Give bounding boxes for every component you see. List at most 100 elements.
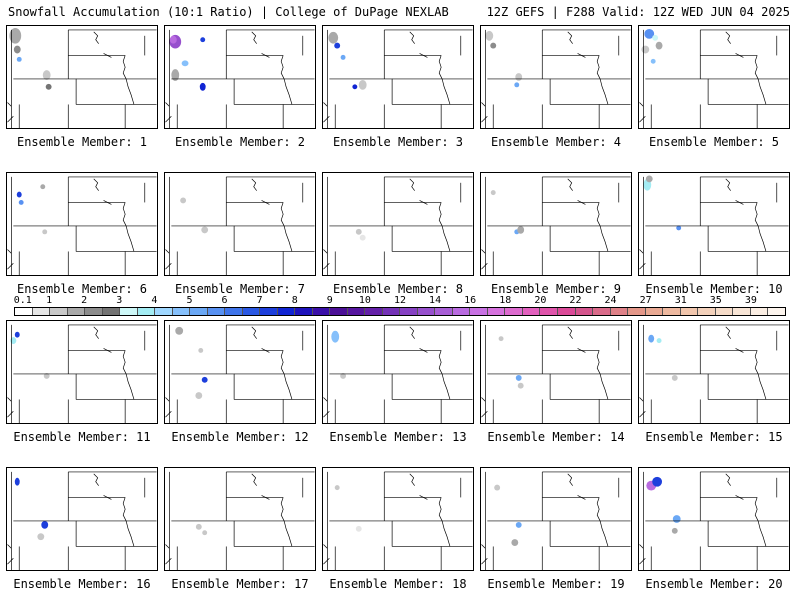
state-boundary [125, 78, 135, 105]
colorbar-swatch [557, 308, 576, 315]
base-map [7, 324, 157, 423]
ensemble-map-panel [480, 320, 632, 424]
state-boundary [754, 497, 759, 522]
state-boundary [122, 350, 127, 375]
state-boundary [251, 473, 257, 486]
ensemble-map-panel [638, 25, 790, 129]
colorbar-tick-label: 7 [256, 295, 263, 306]
colorbar-swatch [15, 308, 33, 315]
base-map [165, 324, 315, 423]
state-boundary [639, 410, 646, 418]
snowfall-contour [195, 392, 203, 399]
ensemble-map-panel [480, 25, 632, 129]
state-boundary [419, 200, 428, 205]
state-boundary [639, 262, 646, 270]
snowfall-contour [490, 42, 497, 49]
state-boundary [567, 178, 573, 191]
base-map [323, 29, 473, 128]
snowfall-contour [672, 515, 681, 523]
state-boundary [596, 497, 601, 522]
state-boundary [577, 53, 586, 58]
colorbar-swatch [417, 308, 436, 315]
state-boundary [165, 102, 170, 107]
state-boundary [103, 200, 112, 205]
state-boundary [639, 544, 644, 549]
state-boundary [596, 202, 601, 227]
colorbar-swatch [172, 308, 191, 315]
state-boundary [577, 348, 586, 353]
snowfall-contour [650, 58, 656, 64]
snowfall-contour [10, 337, 17, 345]
snowfall-contour [201, 376, 208, 383]
snowfall-contour [652, 34, 659, 41]
colorbar-swatch [645, 308, 664, 315]
colorbar-swatch [628, 308, 646, 315]
state-boundary [323, 397, 328, 402]
state-boundary [261, 348, 270, 353]
snowfall-contour [517, 382, 524, 389]
base-map [481, 471, 631, 570]
state-boundary [409, 326, 415, 339]
colorbar-swatch [85, 308, 103, 315]
state-boundary [567, 31, 573, 44]
state-boundary [323, 544, 328, 549]
state-boundary [125, 373, 135, 400]
colorbar-swatch [102, 308, 121, 315]
colorbar-tick-label: 35 [709, 295, 722, 306]
state-boundary [251, 31, 257, 44]
snowfall-contour [485, 30, 494, 41]
colorbar-swatch [330, 308, 348, 315]
snowfall-contour [340, 54, 346, 60]
panel-label: Ensemble Member: 17 [171, 577, 309, 591]
state-boundary [283, 78, 293, 105]
panel-label: Ensemble Member: 3 [332, 135, 464, 149]
snowfall-contour [671, 527, 678, 534]
snowfall-contour [515, 73, 523, 81]
state-boundary [283, 225, 293, 252]
base-map [7, 176, 157, 275]
ensemble-map-panel [638, 320, 790, 424]
ensemble-map-panel [6, 172, 158, 276]
colorbar-swatch [715, 308, 734, 315]
colorbar-swatch [347, 308, 366, 315]
colorbar-swatch [452, 308, 471, 315]
state-boundary [645, 373, 709, 400]
state-boundary [481, 262, 488, 270]
state-boundary [438, 497, 443, 522]
ensemble-map-panel [322, 172, 474, 276]
snowfall-contour [641, 45, 650, 54]
state-boundary [645, 78, 709, 105]
model-run-info: 12Z GEFS | F288 Valid: 12Z WED JUN 04 20… [486, 5, 790, 19]
colorbar-swatch [155, 308, 173, 315]
ensemble-map-panel [322, 320, 474, 424]
colorbar-swatch [487, 308, 506, 315]
base-map [639, 28, 789, 128]
state-boundary [757, 373, 767, 400]
state-boundary [122, 202, 127, 227]
state-boundary [481, 397, 486, 402]
state-boundary [251, 326, 257, 339]
colorbar-swatch [768, 308, 785, 315]
colorbar-tick-label: 6 [221, 295, 228, 306]
state-boundary [283, 520, 293, 547]
snowfall-contour [359, 234, 366, 241]
state-boundary [323, 102, 328, 107]
base-map [639, 324, 789, 423]
colorbar-swatch [242, 308, 261, 315]
ensemble-map-panel [480, 172, 632, 276]
snowfall-contour [9, 27, 22, 44]
colorbar-swatch [750, 308, 769, 315]
snowfall-contour [16, 191, 22, 198]
state-boundary [639, 102, 644, 107]
state-boundary [596, 55, 601, 80]
colorbar-swatch [120, 308, 138, 315]
colorbar-tick-label: 12 [393, 295, 407, 306]
snowfall-contour [14, 477, 20, 486]
snowfall-contour [169, 35, 177, 44]
snowfall-contour [41, 520, 49, 529]
colorbar-swatch [382, 308, 401, 315]
snowfall-contour [331, 330, 340, 343]
snowfall-contour [352, 84, 358, 90]
colorbar-tick-label: 31 [674, 295, 687, 306]
state-boundary [7, 544, 12, 549]
